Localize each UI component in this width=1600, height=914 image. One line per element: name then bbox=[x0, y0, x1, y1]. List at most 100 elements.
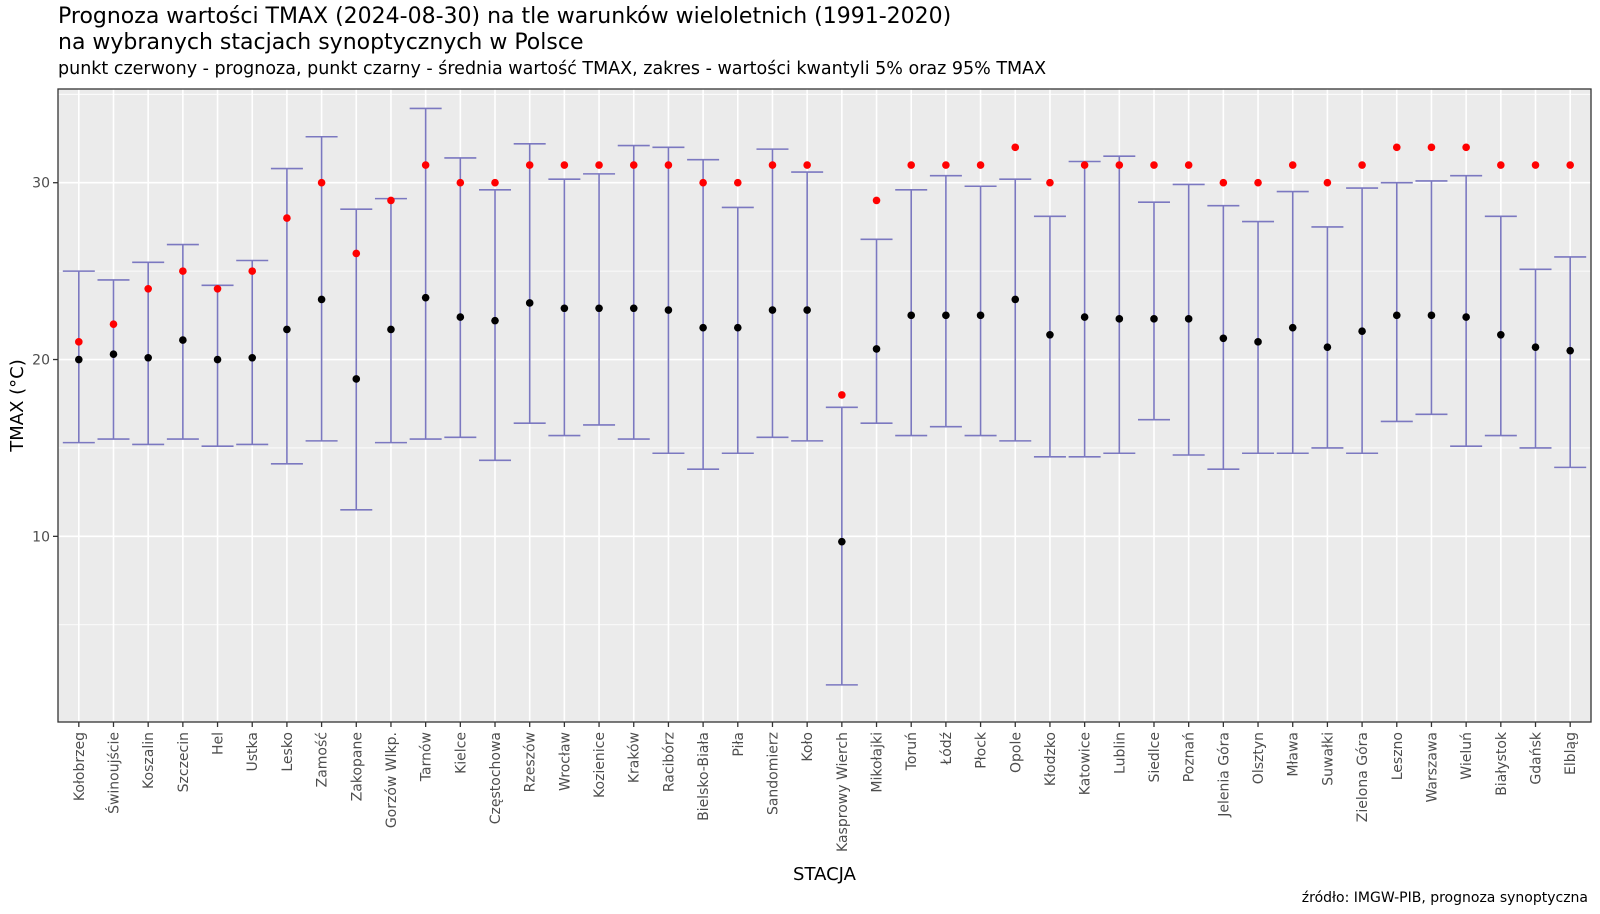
y-axis: 10 20 30 bbox=[32, 176, 58, 545]
mean-point bbox=[75, 355, 83, 364]
chart-title-line2: na wybranych stacjach synoptycznych w Po… bbox=[58, 30, 584, 55]
mean-point bbox=[1323, 343, 1332, 351]
forecast-point bbox=[1531, 161, 1540, 169]
mean-point bbox=[733, 323, 742, 332]
mean-point bbox=[1566, 346, 1574, 355]
x-tick-label: Hel bbox=[211, 732, 227, 755]
forecast-point bbox=[456, 178, 465, 187]
source-caption: źródło: IMGW-PIB, prognoza synoptyczna bbox=[1301, 890, 1588, 906]
mean-point bbox=[560, 304, 569, 313]
x-tick-label: Świnoujście bbox=[104, 732, 122, 814]
mean-point bbox=[1288, 323, 1297, 332]
mean-point bbox=[283, 325, 291, 334]
chart-subtitle: punkt czerwony - prognoza, punkt czarny … bbox=[58, 59, 1047, 79]
x-tick-label: Toruń bbox=[904, 732, 920, 771]
forecast-point bbox=[560, 161, 569, 169]
x-tick-label: Koszalin bbox=[141, 732, 157, 789]
forecast-point bbox=[1254, 178, 1262, 187]
forecast-point bbox=[317, 178, 326, 187]
forecast-point bbox=[352, 249, 361, 258]
x-tick-label: Leszno bbox=[1390, 732, 1406, 780]
x-tick-label: Kołobrzeg bbox=[72, 732, 88, 801]
chart-title: Prognoza wartości TMAX (2024-08-30) na t… bbox=[58, 4, 952, 29]
x-tick-label: Suwałki bbox=[1320, 732, 1336, 786]
forecast-point bbox=[1150, 161, 1158, 169]
mean-point bbox=[179, 336, 187, 344]
mean-point bbox=[491, 316, 499, 325]
forecast-point bbox=[1358, 161, 1366, 169]
errorbars bbox=[62, 107, 1587, 686]
forecast-point bbox=[595, 161, 603, 169]
forecast-point bbox=[1288, 161, 1297, 169]
mean-point bbox=[1427, 311, 1436, 320]
mean-point bbox=[1462, 313, 1470, 321]
forecast-point bbox=[421, 161, 430, 169]
x-tick-label: Mława bbox=[1286, 732, 1302, 777]
x-tick-label: Katowice bbox=[1078, 732, 1094, 795]
mean-point bbox=[1531, 343, 1540, 351]
forecast-point bbox=[75, 338, 83, 346]
forecast-point bbox=[1462, 143, 1470, 152]
forecast-point bbox=[1046, 178, 1054, 187]
forecast-point bbox=[1115, 161, 1124, 169]
x-tick-label: Olsztyn bbox=[1251, 732, 1267, 784]
x-tick-label: Koło bbox=[800, 732, 816, 762]
x-tick-label: Elbląg bbox=[1563, 732, 1579, 775]
forecast-point bbox=[699, 178, 707, 187]
mean-point bbox=[1115, 315, 1124, 323]
mean-point bbox=[1497, 330, 1505, 339]
forecast-point bbox=[1566, 161, 1574, 169]
forecast-point bbox=[144, 285, 152, 293]
forecast-point bbox=[1427, 143, 1436, 152]
mean-point bbox=[768, 306, 777, 314]
mean-point bbox=[317, 295, 326, 304]
mean-point bbox=[976, 311, 985, 320]
forecast-point bbox=[213, 285, 222, 293]
forecast-point bbox=[248, 267, 257, 275]
mean-point bbox=[421, 293, 430, 302]
x-tick-label: Racibórz bbox=[661, 732, 677, 792]
x-tick-label: Siedlce bbox=[1147, 732, 1163, 782]
x-tick-label: Kozienice bbox=[592, 732, 608, 798]
forecast-point bbox=[1323, 178, 1332, 187]
y-tick-label: 10 bbox=[32, 529, 50, 545]
mean-point bbox=[213, 355, 222, 364]
forecast-point bbox=[629, 161, 638, 169]
x-tick-label: Zielona Góra bbox=[1355, 732, 1371, 822]
forecast-point bbox=[491, 178, 499, 187]
mean-point bbox=[942, 311, 950, 320]
forecast-point bbox=[942, 161, 950, 169]
x-tick-label: Wieluń bbox=[1459, 732, 1475, 780]
mean-point bbox=[1080, 313, 1089, 321]
x-tick-label: Kraków bbox=[627, 732, 643, 783]
x-tick-label: Rzeszów bbox=[523, 732, 539, 792]
x-tick-label: Jelenia Góra bbox=[1216, 732, 1232, 818]
x-tick-label: Gorzów Wlkp. bbox=[384, 732, 400, 828]
forecast-point bbox=[803, 161, 811, 169]
mean-point bbox=[352, 375, 361, 383]
forecast-point bbox=[872, 196, 881, 205]
forecast-point bbox=[733, 178, 742, 187]
x-tick-label: Bielsko-Biała bbox=[696, 732, 712, 821]
mean-point bbox=[664, 306, 673, 314]
mean-point bbox=[699, 323, 707, 332]
mean-point bbox=[525, 299, 534, 307]
forecast-point bbox=[1392, 143, 1401, 152]
mean-point bbox=[872, 345, 881, 353]
forecast-point bbox=[1497, 161, 1505, 169]
x-tick-label: Tarnów bbox=[419, 732, 435, 782]
mean-point bbox=[387, 325, 395, 334]
mean-point bbox=[1011, 295, 1020, 304]
y-tick-label: 30 bbox=[32, 176, 50, 192]
forecast-point bbox=[976, 161, 985, 169]
y-axis-title: TMAX (°C) bbox=[7, 359, 28, 453]
x-axis-title: STACJA bbox=[793, 864, 857, 885]
forecast-point bbox=[1184, 161, 1193, 169]
x-tick-label: Wrocław bbox=[557, 732, 573, 791]
x-tick-label: Warszawa bbox=[1424, 732, 1440, 803]
forecast-point bbox=[1080, 161, 1089, 169]
forecast-points bbox=[75, 143, 1574, 399]
plot-border bbox=[57, 88, 1592, 723]
forecast-point bbox=[525, 161, 534, 169]
forecast-point bbox=[768, 161, 777, 169]
